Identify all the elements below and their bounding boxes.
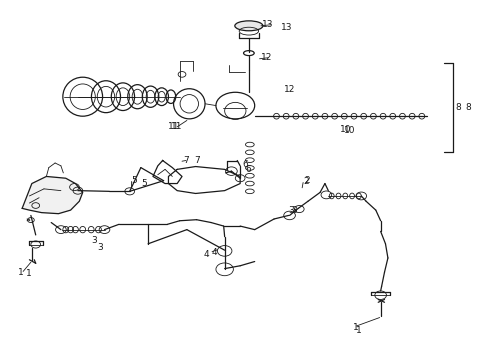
Text: 4: 4 xyxy=(204,250,209,259)
Text: 3: 3 xyxy=(291,206,297,215)
Text: 4: 4 xyxy=(211,248,217,257)
Text: 1: 1 xyxy=(26,269,32,278)
Text: 3: 3 xyxy=(289,206,294,215)
Text: 13: 13 xyxy=(263,20,274,29)
Text: 11: 11 xyxy=(172,122,183,131)
Text: 13: 13 xyxy=(281,23,293,32)
Text: 3: 3 xyxy=(97,243,103,252)
Text: 12: 12 xyxy=(261,53,272,62)
Text: 6: 6 xyxy=(245,165,251,174)
Text: 7: 7 xyxy=(183,156,189,165)
Text: 11: 11 xyxy=(168,122,179,131)
Text: 1: 1 xyxy=(18,267,24,276)
Text: 5: 5 xyxy=(132,176,137,185)
Text: 1: 1 xyxy=(352,323,358,332)
Text: 8: 8 xyxy=(456,103,462,112)
Polygon shape xyxy=(22,176,83,214)
Text: 10: 10 xyxy=(340,125,351,134)
Text: 10: 10 xyxy=(344,126,356,135)
Ellipse shape xyxy=(235,21,263,31)
Text: 2: 2 xyxy=(304,176,310,185)
Text: 1: 1 xyxy=(356,326,362,335)
Text: 5: 5 xyxy=(141,179,147,188)
Text: 2: 2 xyxy=(303,177,309,186)
Text: 3: 3 xyxy=(91,236,97,245)
Text: 6: 6 xyxy=(243,159,248,168)
Text: 8: 8 xyxy=(466,103,471,112)
Text: 7: 7 xyxy=(194,156,200,165)
Text: 12: 12 xyxy=(284,85,295,94)
